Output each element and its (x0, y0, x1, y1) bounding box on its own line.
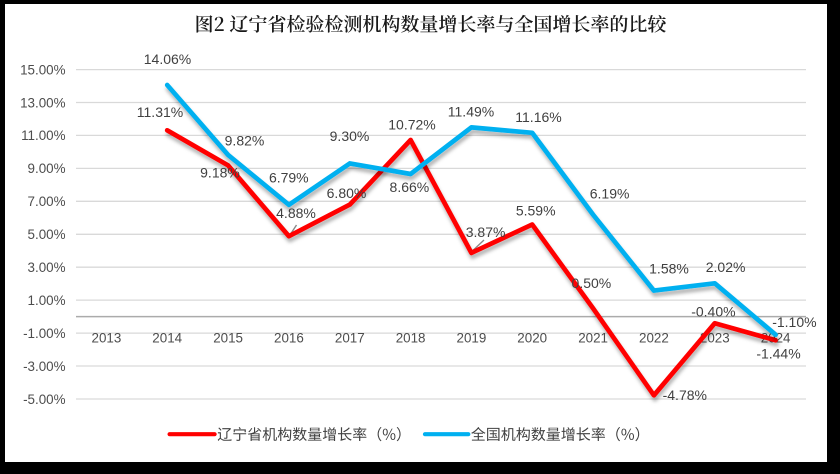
svg-text:10.72%: 10.72% (388, 116, 435, 132)
svg-text:2016: 2016 (274, 330, 304, 345)
svg-text:11.49%: 11.49% (448, 104, 494, 120)
svg-text:2013: 2013 (92, 330, 122, 345)
svg-text:-4.78%: -4.78% (663, 387, 707, 403)
svg-text:3.00%: 3.00% (28, 260, 66, 275)
svg-text:6.80%: 6.80% (327, 185, 367, 201)
svg-text:14.06%: 14.06% (144, 51, 191, 67)
svg-text:15.00%: 15.00% (20, 62, 66, 77)
svg-text:5.59%: 5.59% (516, 202, 556, 218)
svg-text:2014: 2014 (152, 330, 182, 345)
svg-text:9.82%: 9.82% (225, 133, 265, 149)
svg-text:2021: 2021 (578, 330, 608, 345)
svg-text:2017: 2017 (335, 330, 365, 345)
svg-text:11.31%: 11.31% (137, 104, 183, 120)
svg-text:-0.40%: -0.40% (691, 304, 735, 320)
svg-text:7.00%: 7.00% (28, 194, 66, 209)
svg-text:-1.10%: -1.10% (772, 314, 816, 330)
svg-text:6.79%: 6.79% (269, 170, 309, 186)
svg-text:2015: 2015 (213, 330, 243, 345)
svg-text:9.00%: 9.00% (28, 161, 66, 176)
svg-text:2022: 2022 (639, 330, 669, 345)
svg-text:9.18%: 9.18% (200, 164, 240, 180)
svg-text:11.00%: 11.00% (21, 128, 66, 143)
svg-text:13.00%: 13.00% (20, 95, 66, 110)
svg-text:1.58%: 1.58% (649, 261, 689, 277)
svg-text:1.00%: 1.00% (28, 293, 66, 308)
svg-text:0.50%: 0.50% (572, 275, 612, 291)
svg-text:2.02%: 2.02% (706, 259, 746, 275)
svg-text:3.87%: 3.87% (466, 224, 506, 240)
svg-text:8.66%: 8.66% (390, 179, 430, 195)
svg-text:6.19%: 6.19% (590, 186, 630, 202)
svg-text:2018: 2018 (396, 330, 426, 345)
svg-text:-1.00%: -1.00% (23, 326, 66, 341)
svg-text:2020: 2020 (517, 330, 547, 345)
svg-text:4.88%: 4.88% (276, 205, 316, 221)
svg-text:-5.00%: -5.00% (23, 392, 66, 407)
svg-text:2019: 2019 (457, 330, 487, 345)
svg-text:5.00%: 5.00% (28, 227, 66, 242)
svg-text:9.30%: 9.30% (330, 128, 370, 144)
svg-text:-1.44%: -1.44% (756, 346, 800, 362)
svg-text:11.16%: 11.16% (515, 109, 561, 125)
svg-text:-3.00%: -3.00% (23, 359, 66, 374)
svg-text:2024: 2024 (761, 330, 791, 345)
